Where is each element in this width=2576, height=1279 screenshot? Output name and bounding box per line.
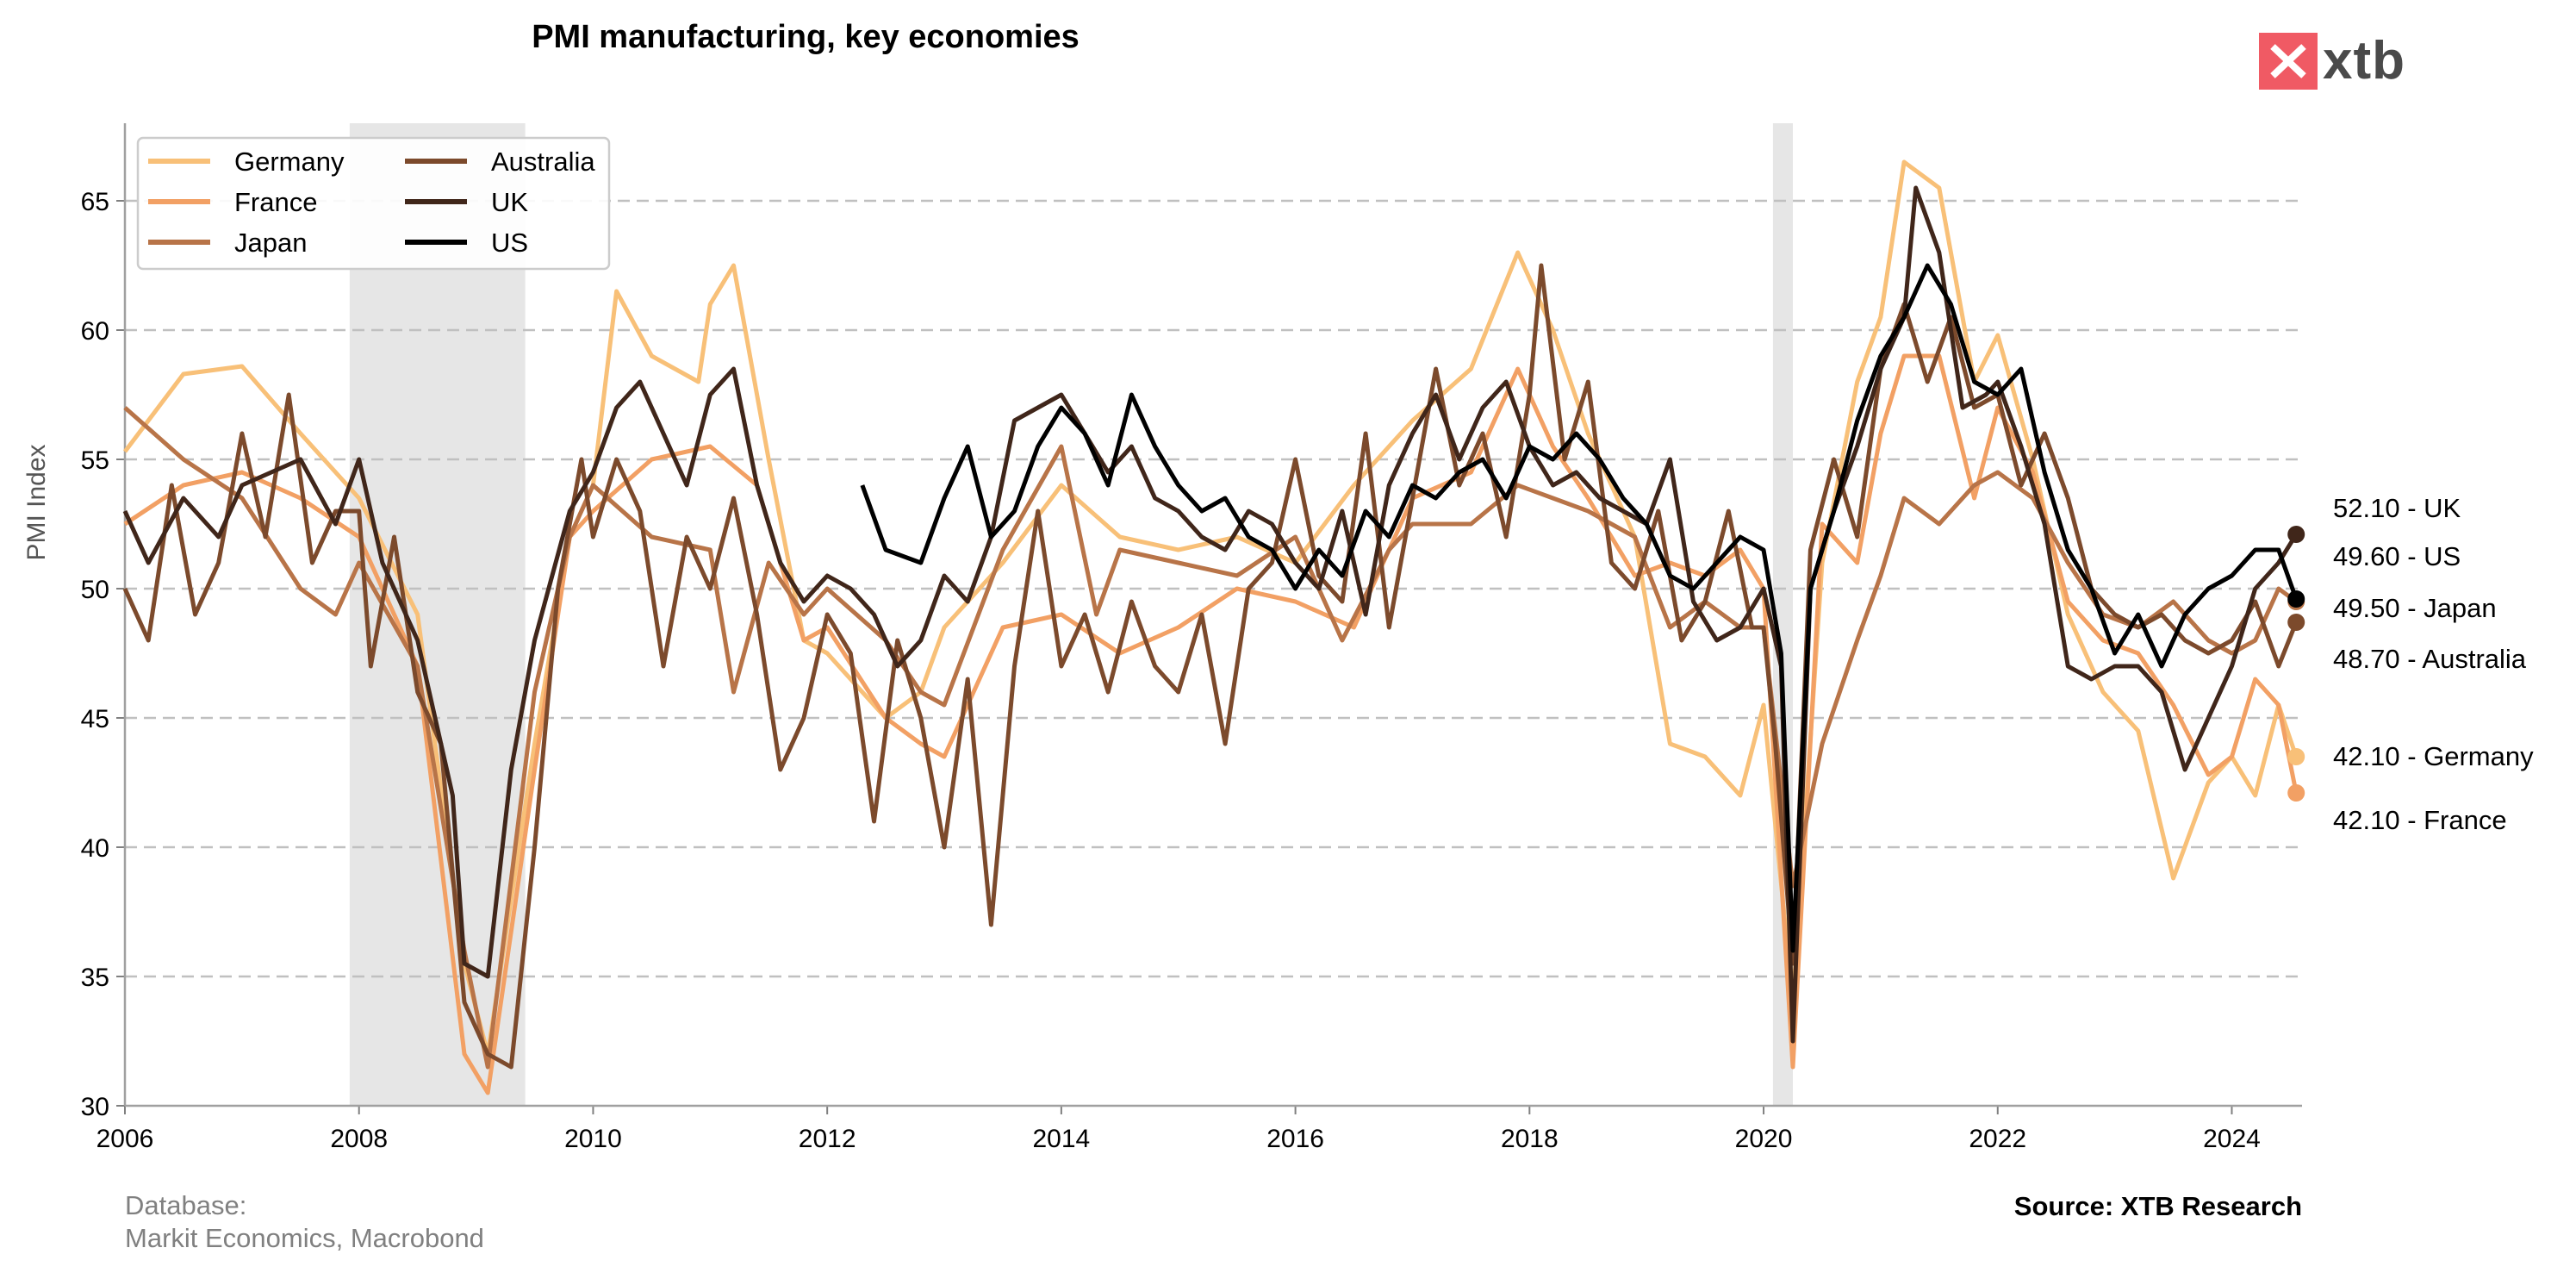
- end-marker-france: [2287, 784, 2305, 802]
- x-tick-label: 2016: [1266, 1125, 1324, 1153]
- y-tick-label: 65: [81, 188, 109, 216]
- series-line-us: [860, 263, 2299, 953]
- y-tick-label: 35: [81, 964, 109, 992]
- logo-mark-icon: [2259, 32, 2318, 90]
- end-marker-us: [2287, 590, 2305, 608]
- end-label-france: 42.10 - France: [2333, 805, 2507, 835]
- y-axis-label: PMI Index: [22, 444, 51, 560]
- x-tick-label: 2024: [2203, 1125, 2261, 1153]
- chart-title: PMI manufacturing, key economies: [532, 19, 1080, 55]
- end-marker-australia: [2287, 614, 2305, 631]
- y-tick-label: 50: [81, 576, 109, 604]
- recession-shading: [349, 123, 1794, 1106]
- x-tick-label: 2022: [1969, 1125, 2026, 1153]
- end-label-uk: 52.10 - UK: [2333, 493, 2461, 523]
- legend-box: [136, 136, 611, 271]
- xtb-logo: xtb: [2259, 30, 2405, 91]
- database-label: Database:: [125, 1190, 247, 1220]
- y-tick-label: 55: [81, 446, 109, 475]
- axes: 30 35 40 45 50 55 60 65 2006 2008 2010 2012 2014 2016…: [22, 123, 2302, 1153]
- legend-label-uk: UK: [491, 187, 528, 217]
- x-tick-label: 2014: [1033, 1125, 1091, 1153]
- legend-label-us: US: [491, 228, 528, 258]
- x-tick-label: 2006: [96, 1125, 154, 1153]
- end-label-germany: 42.10 - Germany: [2333, 741, 2534, 771]
- x-tick-label: 2010: [564, 1125, 622, 1153]
- series-lines: [122, 159, 2299, 1095]
- database-sources: Markit Economics, Macrobond: [125, 1223, 484, 1253]
- y-tick-label: 45: [81, 705, 109, 733]
- database-note: Database: Markit Economics, Macrobond: [125, 1189, 484, 1255]
- end-label-us: 49.60 - US: [2333, 541, 2461, 571]
- end-labels: 42.10 - Germany 42.10 - France 49.50 - Jap…: [2287, 493, 2534, 835]
- series-line-uk: [122, 185, 2299, 1044]
- end-marker-uk: [2287, 526, 2305, 543]
- y-tick-label: 60: [81, 317, 109, 346]
- end-marker-germany: [2287, 748, 2305, 765]
- y-tick-label: 30: [81, 1093, 109, 1121]
- x-tick-label: 2008: [330, 1125, 388, 1153]
- y-tick-label: 40: [81, 834, 109, 863]
- legend-label-germany: Germany: [234, 147, 345, 177]
- x-tick-label: 2012: [799, 1125, 856, 1153]
- legend-label-japan: Japan: [234, 228, 307, 258]
- end-label-australia: 48.70 - Australia: [2333, 644, 2527, 674]
- legend: Germany France Japan Australia UK US: [136, 136, 611, 271]
- source-note: Source: XTB Research: [2013, 1191, 2302, 1221]
- end-label-japan: 49.50 - Japan: [2333, 593, 2497, 623]
- x-tick-label: 2018: [1501, 1125, 1559, 1153]
- series-line-japan: [123, 406, 2298, 1070]
- x-tick-label: 2020: [1735, 1125, 1793, 1153]
- series-line-australia: [122, 263, 2299, 1070]
- legend-label-france: France: [234, 187, 317, 217]
- recession-band: [349, 123, 526, 1106]
- series-line-france: [123, 353, 2299, 1095]
- legend-label-australia: Australia: [491, 147, 595, 177]
- logo-text: xtb: [2323, 31, 2405, 90]
